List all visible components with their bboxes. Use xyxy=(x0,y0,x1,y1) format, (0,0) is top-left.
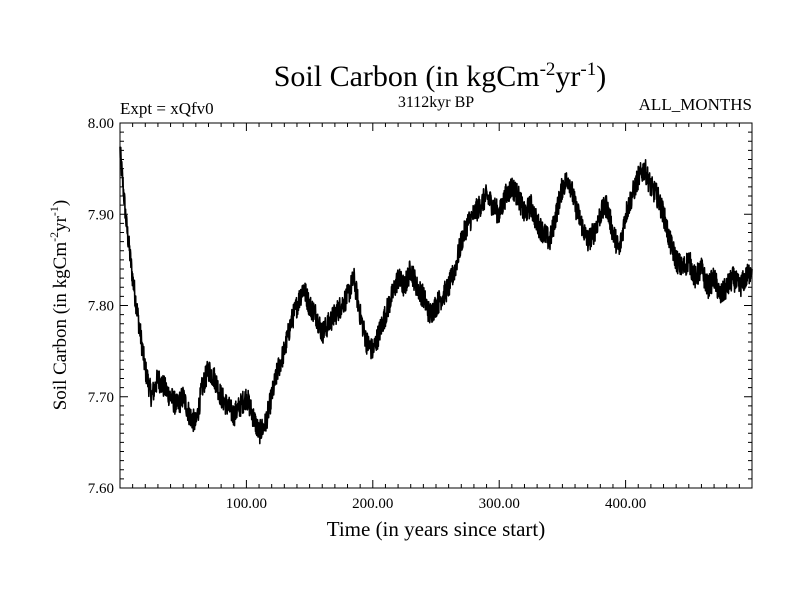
months-label: ALL_MONTHS xyxy=(639,95,752,114)
period-label: 3112kyr BP xyxy=(398,94,474,111)
x-tick-label: 300.00 xyxy=(479,496,520,512)
y-tick-labels: 7.60 7.70 7.80 7.90 8.00 xyxy=(88,116,114,497)
x-axis-label: Time (in years since start) xyxy=(327,517,546,541)
chart-title: Soil Carbon (in kgCm-2yr-1) xyxy=(274,59,607,93)
y-tick-label: 7.70 xyxy=(88,390,114,406)
x-tick-label: 200.00 xyxy=(352,496,393,512)
tick-layer xyxy=(120,123,752,488)
y-tick-label: 8.00 xyxy=(88,116,114,132)
x-tick-labels: 100.00 200.00 300.00 400.00 xyxy=(226,496,646,512)
y-tick-label: 7.90 xyxy=(88,207,114,223)
soil-carbon-series-line xyxy=(119,146,753,445)
x-tick-label: 100.00 xyxy=(226,496,267,512)
experiment-label: Expt = xQfv0 xyxy=(120,99,214,118)
series-layer xyxy=(119,146,753,445)
x-tick-label: 400.00 xyxy=(605,496,646,512)
y-tick-label: 7.60 xyxy=(88,481,114,497)
y-tick-label: 7.80 xyxy=(88,299,114,315)
y-axis-label: Soil Carbon (in kgCm-2yr-1) xyxy=(47,200,71,411)
